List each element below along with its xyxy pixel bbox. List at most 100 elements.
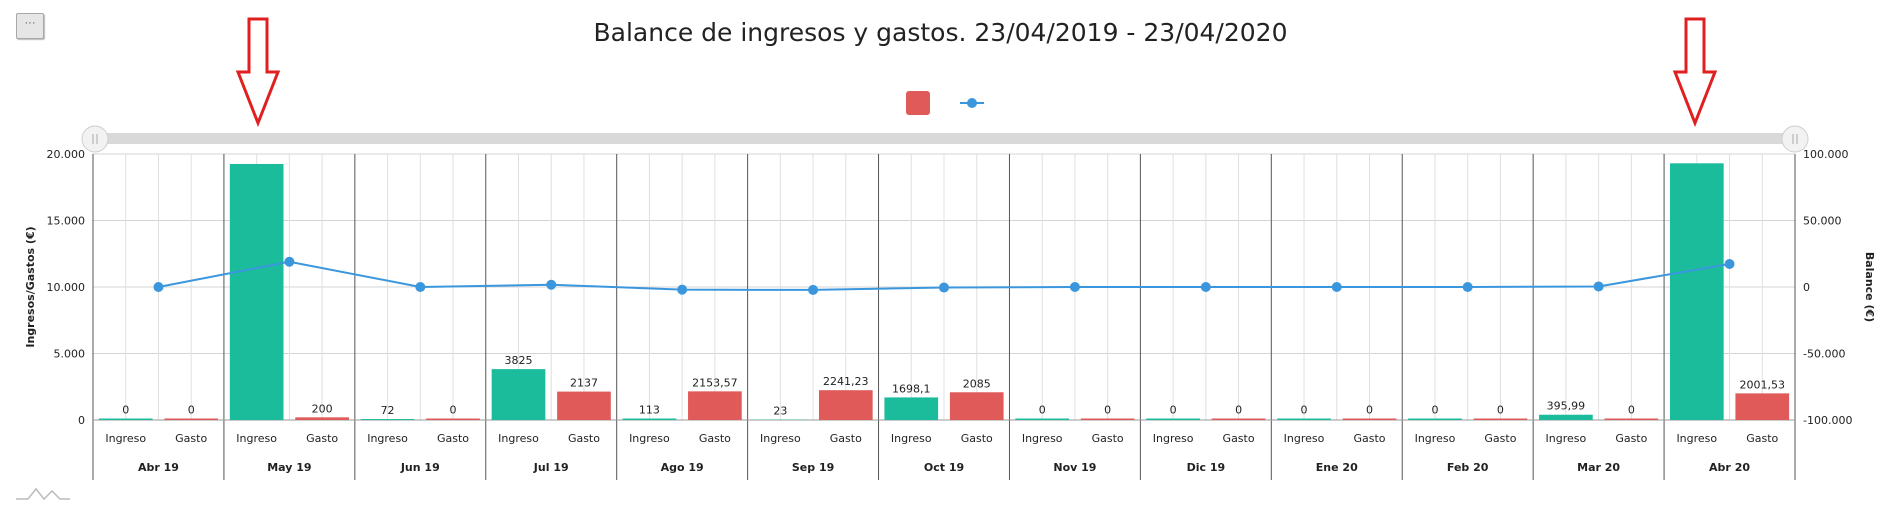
y-tick-label: 5.000 [54,348,86,361]
x-subcategory-label: Gasto [1223,432,1255,445]
bar-gasto[interactable] [1211,418,1266,421]
chart-title: Balance de ingresos y gastos. 23/04/2019… [593,18,1288,47]
data-label: 113 [639,403,660,416]
data-label: 0 [1301,404,1308,417]
x-subcategory-label: Ingreso [891,432,932,445]
bar-ingreso[interactable] [1146,418,1200,421]
x-category-label: Ago 19 [661,461,704,474]
y2-tick-label: 100.000 [1803,148,1849,161]
x-subcategory-label: Ingreso [629,432,670,445]
bar-gasto[interactable] [426,418,480,421]
y2-tick-label: 50.000 [1803,215,1842,228]
x-subcategory-label: Gasto [1746,432,1778,445]
x-subcategory-label: Ingreso [367,432,408,445]
x-subcategory-label: Gasto [175,432,207,445]
balance-point[interactable] [1331,282,1342,292]
x-subcategory-label: Ingreso [1284,432,1325,445]
bar-ingreso[interactable] [491,369,546,420]
x-category-label: Sep 19 [792,461,834,474]
x-subcategory-label: Ingreso [760,432,801,445]
x-subcategory-label: Ingreso [498,432,539,445]
bar-gasto[interactable] [1735,393,1790,420]
bar-ingreso[interactable] [360,419,415,420]
bar-ingreso[interactable] [1015,418,1070,421]
balance-point[interactable] [1069,282,1080,292]
range-scrollbar-track[interactable] [93,133,1795,144]
data-label: 0 [450,404,457,417]
y2-axis-title: Balance (€) [1863,252,1876,322]
bar-gasto[interactable] [1080,418,1135,421]
x-category-label: May 19 [267,461,311,474]
bar-gasto[interactable] [818,390,873,420]
data-label: 0 [1039,404,1046,417]
x-subcategory-label: Ingreso [105,432,146,445]
x-subcategory-label: Gasto [699,432,731,445]
balance-point[interactable] [415,282,426,292]
data-label: 0 [1366,404,1373,417]
chart-logo-icon [16,487,70,501]
bar-ingreso[interactable] [229,163,284,420]
x-subcategory-label: Ingreso [1022,432,1063,445]
x-category-label: Jul 19 [533,461,569,474]
red-down-arrow-icon [235,17,281,128]
balance-point[interactable] [677,284,688,295]
data-label: 0 [1104,404,1111,417]
bar-ingreso[interactable] [98,418,153,421]
x-subcategory-label: Ingreso [1153,432,1194,445]
x-category-label: Feb 20 [1447,461,1489,474]
bar-ingreso[interactable] [1539,414,1593,420]
x-subcategory-label: Ingreso [1676,432,1717,445]
y-tick-label: 0 [78,414,85,427]
balance-point[interactable] [153,282,164,292]
bar-gasto[interactable] [1604,418,1659,421]
bar-gasto[interactable] [1473,418,1528,421]
data-label: 0 [1497,404,1504,417]
bar-ingreso[interactable] [1669,163,1724,420]
data-label: 2137 [570,377,598,390]
x-subcategory-label: Gasto [437,432,469,445]
data-label: 0 [188,404,195,417]
x-category-label: Dic 19 [1187,461,1226,474]
x-category-label: Abr 20 [1709,461,1750,474]
x-subcategory-label: Gasto [830,432,862,445]
balance-point[interactable] [1200,282,1211,292]
data-label: 2153,57 [692,376,738,389]
x-category-label: Ene 20 [1316,461,1358,474]
bar-gasto[interactable] [295,417,349,420]
balance-point[interactable] [808,284,819,295]
x-subcategory-label: Gasto [568,432,600,445]
balance-point[interactable] [1724,258,1735,269]
bar-ingreso[interactable] [1408,418,1462,421]
x-subcategory-label: Gasto [1353,432,1385,445]
balance-point[interactable] [939,282,949,293]
x-subcategory-label: Gasto [961,432,993,445]
data-label: 72 [381,404,395,417]
bar-gasto[interactable] [949,392,1004,420]
x-category-label: Nov 19 [1053,461,1096,474]
bar-gasto[interactable] [164,418,219,421]
balance-point[interactable] [1462,282,1473,292]
chart-menu-button[interactable]: ··· [16,13,44,39]
x-category-label: Jun 19 [400,461,440,474]
bar-ingreso[interactable] [884,397,939,420]
y-tick-label: 15.000 [47,215,86,228]
x-subcategory-label: Gasto [1615,432,1647,445]
range-handle-right[interactable] [1781,125,1809,153]
bar-gasto[interactable] [1342,418,1397,421]
balance-point[interactable] [1593,281,1604,292]
data-label: 0 [1431,404,1438,417]
bar-ingreso[interactable] [1277,418,1331,421]
bar-gasto[interactable] [557,391,611,420]
range-handle-left[interactable] [81,125,109,153]
x-category-label: Mar 20 [1577,461,1620,474]
bar-gasto[interactable] [688,391,742,420]
data-label: 0 [1628,404,1635,417]
bar-ingreso[interactable] [622,418,677,420]
balance-point[interactable] [284,256,295,267]
balance-point[interactable] [546,279,557,290]
legend-bar-swatch[interactable] [906,91,930,115]
y2-tick-label: 0 [1803,281,1810,294]
x-subcategory-label: Gasto [1092,432,1124,445]
data-label: 0 [1235,404,1242,417]
